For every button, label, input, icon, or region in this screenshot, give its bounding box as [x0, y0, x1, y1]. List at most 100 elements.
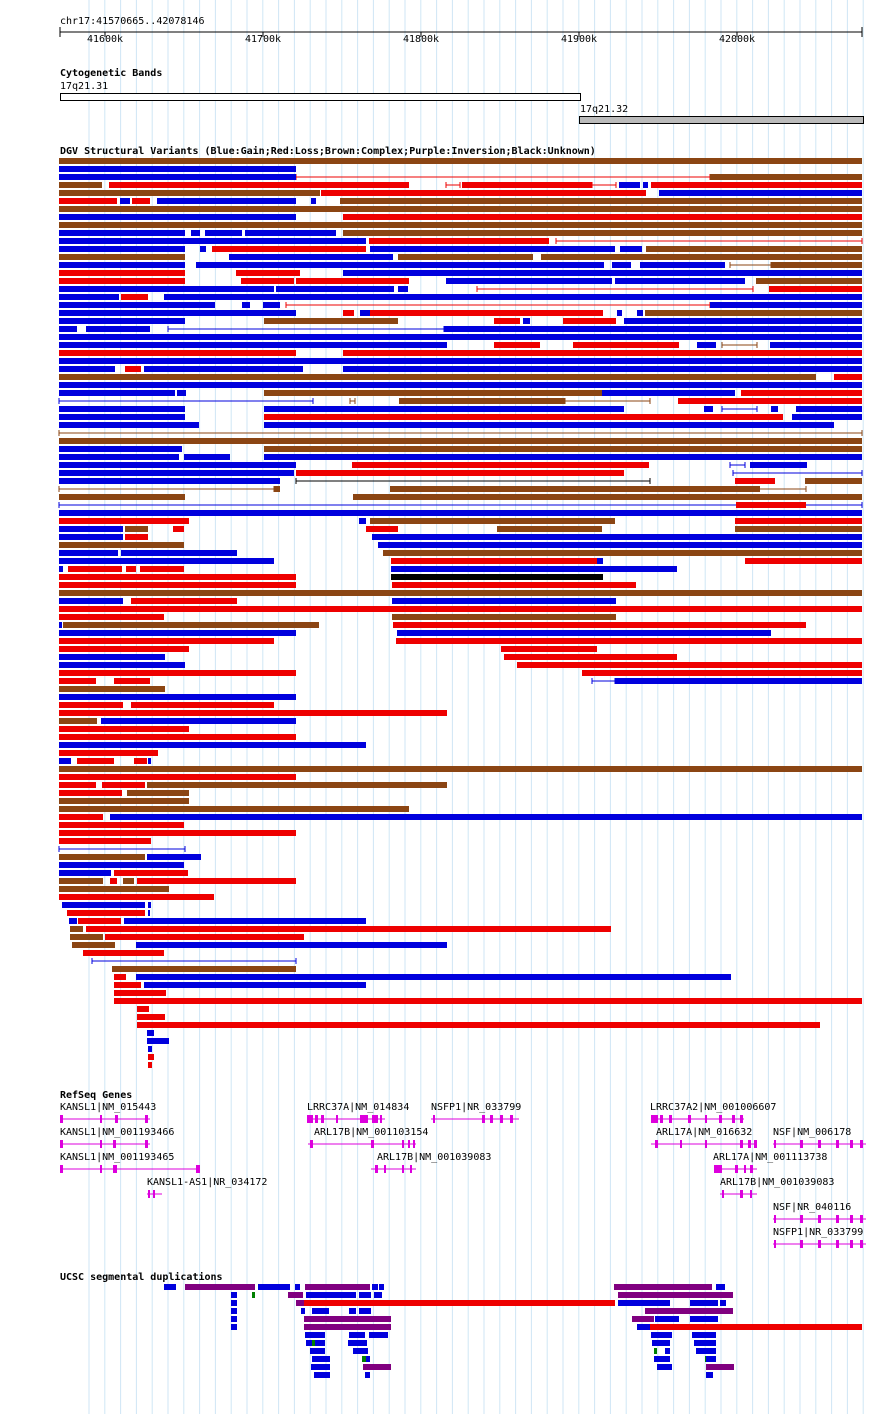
gene-label[interactable]: KANSL1|NM_001193466: [60, 1127, 175, 1138]
segdup-bar: [706, 1356, 716, 1362]
variant-bar: [123, 878, 134, 884]
gene-exon: [510, 1115, 513, 1123]
gene-label[interactable]: LRRC37A2|NM_001006607: [650, 1102, 777, 1113]
gene-label[interactable]: NSF|NM_006178: [773, 1127, 852, 1138]
segdup-bar: [306, 1340, 325, 1346]
gene-exon: [372, 1115, 378, 1123]
variant-bar: [393, 622, 806, 628]
variant-bar: [612, 262, 631, 268]
gene-label[interactable]: ARL17A|NM_016632: [656, 1127, 753, 1138]
variant-bar: [59, 694, 296, 700]
variant-bar: [343, 270, 862, 276]
segdup-bar: [185, 1284, 255, 1290]
gene-exon: [836, 1240, 839, 1248]
variant-bar: [392, 614, 616, 620]
variant-bar: [59, 182, 102, 188]
variant-bar: [59, 598, 123, 604]
variant-bar: [59, 750, 158, 756]
gene-label[interactable]: ARL17B|NM_001039083: [377, 1152, 492, 1163]
segdup-bar: [654, 1348, 657, 1354]
variant-bar: [620, 246, 642, 252]
variant-bar: [756, 278, 862, 284]
variant-bar: [59, 854, 145, 860]
variant-bar: [646, 246, 862, 252]
variant-bar: [343, 366, 862, 372]
variant-bar: [125, 526, 148, 532]
variant-bar: [59, 318, 185, 324]
variant-bar: [769, 286, 862, 292]
variant-bar: [140, 566, 184, 572]
variant-bar: [59, 798, 189, 804]
variant-bar: [114, 974, 126, 980]
variant-bar: [563, 318, 616, 324]
segdup-bar: [362, 1356, 366, 1362]
variant-bar: [494, 342, 540, 348]
gene-exon: [307, 1115, 313, 1123]
variant-bar: [264, 454, 862, 460]
variant-bar: [59, 310, 296, 316]
refseq-track-title[interactable]: RefSeq Genes: [60, 1090, 133, 1101]
cytoband-track-title[interactable]: Cytogenetic Bands: [60, 68, 163, 79]
segdup-bar: [349, 1308, 356, 1314]
gene-label[interactable]: KANSL1|NM_015443: [60, 1102, 157, 1113]
variant-bar: [296, 470, 624, 476]
gene-label[interactable]: KANSL1|NM_001193465: [60, 1152, 175, 1163]
cytoband-17q21-32[interactable]: [579, 116, 864, 124]
variant-bar: [59, 614, 164, 620]
variant-bar: [59, 646, 189, 652]
dgv-track-title[interactable]: DGV Structural Variants (Blue:Gain;Red:L…: [60, 146, 596, 157]
segdup-bar: [359, 1308, 371, 1314]
gene-label[interactable]: ARL17B|NM_001103154: [314, 1127, 429, 1138]
variant-bar: [131, 702, 274, 708]
gene-label[interactable]: ARL17B|NM_001039083: [720, 1177, 835, 1188]
variant-bar: [501, 646, 597, 652]
variant-bar: [59, 262, 185, 268]
variant-bar: [59, 206, 862, 212]
variant-bar: [710, 302, 862, 308]
variant-bar: [597, 558, 603, 564]
gene-label[interactable]: NSFP1|NR_033799: [431, 1102, 522, 1113]
gene-exon: [714, 1165, 722, 1173]
variant-bar: [59, 342, 447, 348]
variant-bar: [59, 630, 296, 636]
segdup-bar: [692, 1332, 716, 1338]
variant-bar: [59, 590, 862, 596]
variant-bar: [736, 502, 806, 508]
variant-bar: [205, 230, 242, 236]
variant-bar: [59, 662, 185, 668]
gene-label[interactable]: KANSL1-AS1|NR_034172: [147, 1177, 268, 1188]
variant-bar: [615, 678, 862, 684]
gene-label[interactable]: ARL17A|NM_001113738: [713, 1152, 828, 1163]
variant-bar: [446, 278, 612, 284]
gene-label[interactable]: NSF|NR_040116: [773, 1202, 852, 1213]
variant-bar: [109, 182, 409, 188]
ruler-tick-label: 41800k: [402, 34, 440, 45]
variant-bar: [659, 190, 862, 196]
variant-bar: [59, 174, 296, 180]
variant-bar: [83, 950, 164, 956]
segdup-bar: [349, 1332, 365, 1338]
gene-label[interactable]: NSFP1|NR_033799: [773, 1227, 864, 1238]
gene-label[interactable]: LRRC37A|NM_014834: [307, 1102, 410, 1113]
variant-bar: [59, 286, 274, 292]
variant-bar: [771, 406, 778, 412]
variant-bar: [137, 1006, 149, 1012]
segdup-track-title[interactable]: UCSC segmental duplications: [60, 1272, 223, 1283]
gene-exon: [860, 1140, 863, 1148]
segdup-bar: [374, 1292, 382, 1298]
variant-bar: [86, 926, 611, 932]
variant-bar: [366, 526, 398, 532]
gene-exon: [310, 1140, 313, 1148]
segdup-bar: [296, 1300, 304, 1306]
cytoband-17q21-31[interactable]: [60, 93, 581, 101]
variant-bar: [59, 718, 97, 724]
variant-bar: [59, 350, 296, 356]
variant-bar: [59, 870, 111, 876]
variant-bar: [59, 782, 96, 788]
variant-bar: [59, 734, 296, 740]
variant-bar: [504, 654, 677, 660]
variant-bar: [276, 286, 394, 292]
